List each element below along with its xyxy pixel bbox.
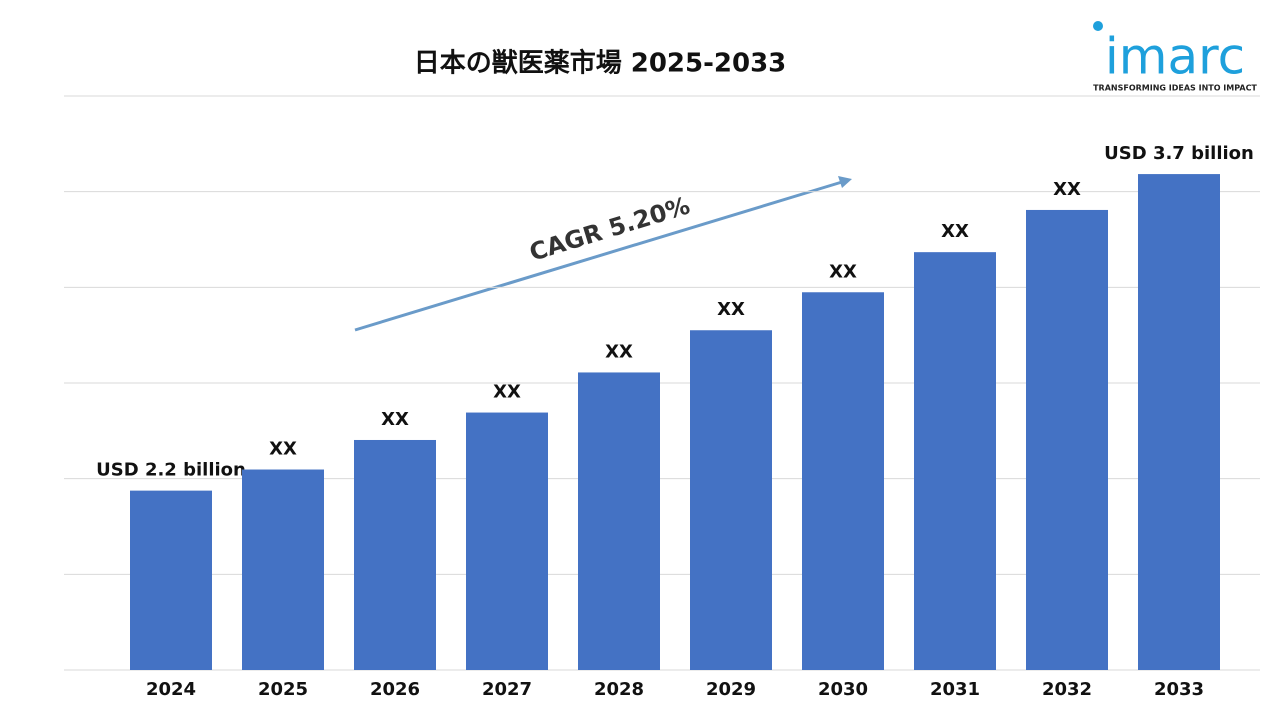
x-tick-label: 2027	[482, 679, 532, 700]
value-label: XX	[717, 299, 745, 320]
bar	[1026, 209, 1108, 671]
x-tick-label: 2032	[1042, 679, 1092, 700]
bar	[1138, 174, 1220, 671]
x-tick-label: 2031	[930, 679, 980, 700]
x-tick-label: 2025	[258, 679, 308, 700]
value-label: XX	[829, 261, 857, 282]
x-tick-label: 2033	[1154, 679, 1204, 700]
bar	[802, 292, 884, 670]
x-tick-label: 2028	[594, 679, 644, 700]
cagr-arrow	[354, 180, 843, 332]
bar	[242, 469, 324, 670]
x-tick-label: 2030	[818, 679, 868, 700]
x-tick-label: 2029	[706, 679, 756, 700]
x-tick-label: 2024	[146, 679, 196, 700]
bar	[354, 439, 436, 670]
value-label: XX	[605, 341, 633, 362]
logo-name: imarc	[1105, 28, 1245, 86]
bar	[914, 252, 996, 671]
logo-dot	[1093, 21, 1103, 31]
cagr-arrowhead	[838, 176, 852, 188]
chart-title: 日本の獣医薬市場 2025-2033	[414, 48, 787, 79]
value-label: XX	[493, 382, 521, 403]
logo-tagline: TRANSFORMING IDEAS INTO IMPACT	[1093, 84, 1257, 93]
value-label: XX	[1053, 179, 1081, 200]
value-label: XX	[269, 439, 297, 460]
value-label: USD 3.7 billion	[1104, 143, 1254, 164]
value-label: USD 2.2 billion	[96, 460, 246, 481]
bar	[578, 372, 660, 670]
bar	[690, 330, 772, 670]
value-label: XX	[941, 221, 969, 242]
bar	[130, 490, 212, 670]
value-label: XX	[381, 409, 409, 430]
x-tick-label: 2026	[370, 679, 420, 700]
bar	[466, 412, 548, 670]
